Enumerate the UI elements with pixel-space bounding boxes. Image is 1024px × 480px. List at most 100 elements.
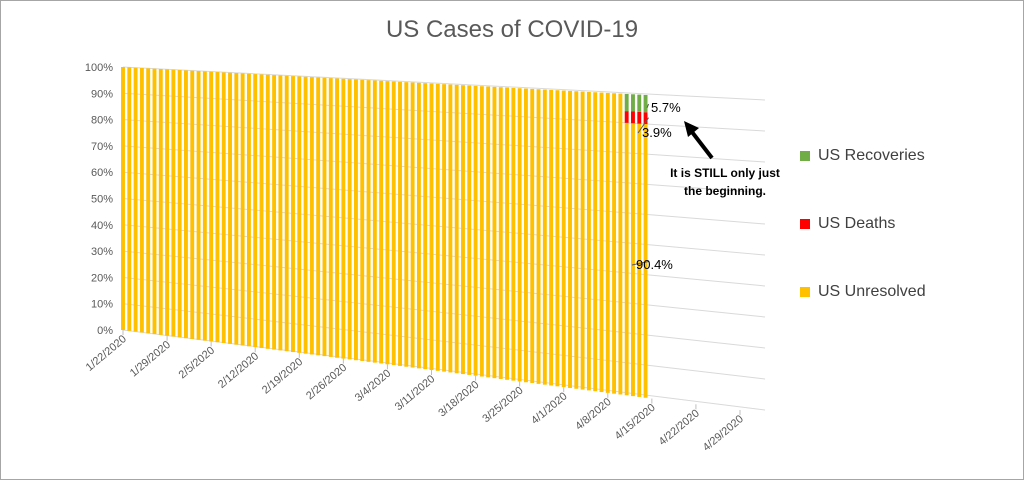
bar-segment — [643, 112, 648, 125]
bar-segment — [561, 90, 566, 388]
bar-segment — [637, 123, 642, 397]
y-axis: 0% 10% 20% 30% 40% 50% 60% 70% 80% 90% 100% — [85, 62, 113, 337]
data-label-unresolved: 90.4% — [636, 257, 673, 272]
legend-label-recoveries: US Recoveries — [818, 147, 925, 164]
bar-segment — [643, 124, 648, 398]
y-tick-label: 50% — [91, 194, 113, 206]
bar-segment — [234, 73, 239, 345]
y-tick-label: 40% — [91, 220, 113, 232]
x-tick-label: 2/19/2020 — [260, 356, 305, 397]
bar-segment — [530, 88, 535, 384]
y-tick-label: 10% — [91, 299, 113, 311]
data-label-deaths-leader — [637, 117, 649, 134]
bar-segment — [398, 81, 402, 366]
y-tick-label: 100% — [85, 62, 113, 74]
bar-segment — [265, 74, 270, 349]
bar-segment — [618, 93, 623, 395]
data-labels: 5.7% 3.9% 90.4% — [631, 100, 714, 272]
data-label-recoveries-leader — [646, 103, 650, 109]
bar-segment — [309, 77, 314, 355]
bar-segment — [586, 91, 591, 391]
bar-segment — [391, 81, 396, 366]
x-tick-label: 4/15/2020 — [613, 402, 658, 443]
x-tick-label: 4/29/2020 — [701, 413, 746, 454]
bar-segment — [511, 87, 516, 381]
bar-segment — [624, 111, 629, 123]
bar-segment — [190, 70, 195, 339]
bar-segment — [498, 87, 503, 379]
x-tick-label: 2/12/2020 — [216, 350, 261, 391]
y-tick-label: 60% — [91, 167, 113, 179]
x-tick-label: 2/26/2020 — [304, 362, 349, 403]
bar-segment — [316, 77, 321, 356]
bar-segment — [448, 84, 453, 373]
bar-segment — [246, 73, 251, 347]
y-tick-label: 70% — [91, 141, 113, 153]
bar-segment — [492, 86, 497, 379]
y-tick-label: 0% — [97, 325, 113, 337]
bar-segment — [605, 92, 610, 393]
x-tick-label: 3/18/2020 — [436, 379, 481, 420]
bar-segment — [152, 68, 157, 335]
legend-label-deaths: US Deaths — [818, 215, 896, 232]
bar-segment — [555, 90, 560, 387]
bar-segment — [580, 91, 585, 390]
bar-segment — [523, 88, 528, 383]
legend-item-deaths: US Deaths — [800, 213, 1010, 235]
legend-label-unresolved: US Unresolved — [818, 283, 926, 300]
bars — [121, 67, 648, 398]
legend-item-unresolved: US Unresolved — [800, 281, 1010, 303]
bar-segment — [624, 122, 629, 396]
bar-segment — [536, 89, 541, 384]
bar-segment — [479, 86, 484, 377]
bar-segment — [416, 82, 421, 369]
bar-segment — [593, 92, 598, 392]
x-tick-label: 1/22/2020 — [84, 333, 129, 374]
bar-segment — [146, 68, 151, 334]
x-tick-label: 3/25/2020 — [480, 385, 525, 426]
bar-segment — [171, 69, 176, 337]
bar-segment — [127, 67, 132, 331]
bar-segment — [202, 71, 207, 341]
bar-segment — [303, 76, 308, 354]
bar-segment — [549, 89, 554, 386]
data-label-recoveries: 5.7% — [651, 100, 681, 115]
annotation-line-1: It is STILL only just — [670, 166, 780, 180]
bar-segment — [643, 94, 648, 113]
bar-segment — [165, 69, 170, 336]
bar-segment — [467, 85, 472, 375]
x-tick-label: 4/22/2020 — [657, 407, 702, 448]
bar-segment — [133, 67, 138, 332]
gridline — [122, 66, 766, 101]
bar-segment — [259, 74, 264, 348]
bar-segment — [158, 69, 163, 335]
x-tick-label: 4/8/2020 — [573, 396, 614, 433]
bar-segment — [637, 111, 642, 124]
bar-segment — [454, 84, 459, 374]
bar-segment — [624, 93, 629, 112]
x-tick-label: 3/11/2020 — [393, 373, 438, 413]
bar-segment — [221, 72, 226, 344]
bar-segment — [379, 80, 384, 364]
bar-segment — [366, 80, 371, 362]
bar-segment — [574, 91, 579, 389]
bar-segment — [228, 72, 232, 344]
bar-segment — [631, 123, 635, 397]
bar-segment — [435, 83, 440, 371]
bar-segment — [461, 85, 465, 375]
x-tick-label: 1/29/2020 — [128, 339, 173, 380]
bar-segment — [328, 78, 333, 357]
bar-segment — [568, 90, 572, 388]
bar-segment — [612, 93, 617, 394]
y-tick-label: 90% — [91, 88, 113, 100]
legend-item-recoveries: US Recoveries — [800, 145, 1010, 167]
bar-segment — [517, 88, 522, 382]
bar-segment — [272, 75, 277, 350]
bar-segment — [442, 84, 447, 372]
bar-segment — [177, 70, 182, 338]
x-tick-label: 3/4/2020 — [353, 367, 394, 404]
bar-segment — [139, 68, 144, 333]
legend-swatch-unresolved — [800, 287, 810, 297]
bar-segment — [253, 74, 258, 348]
bar-segment — [637, 94, 642, 112]
